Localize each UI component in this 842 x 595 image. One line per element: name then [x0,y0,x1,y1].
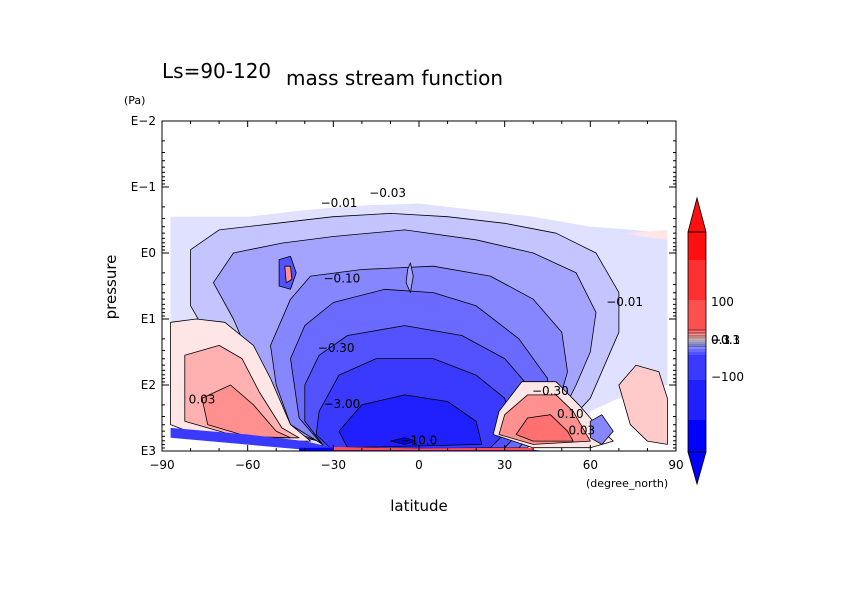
contour-label: −3.00 [324,397,361,411]
colorbar-tick-label: −100 [711,370,744,384]
colorbar-swatch-negative [688,355,706,380]
y-tick-label: E3 [141,444,156,458]
colorbar-tick-label: −0.3 [711,333,740,347]
contour-region-north-positive-1 [515,414,574,442]
contour-label: −10.0 [401,433,438,447]
colorbar-swatch-negative [688,352,706,355]
contour-field [170,203,668,451]
contour-label: −0.30 [318,341,355,355]
colorbar-swatch-negative [688,340,706,342]
colorbar-swatch-positive [688,260,706,300]
colorbar-swatch-positive [688,330,706,333]
y-units: (Pa) [124,94,145,107]
contour-label: 0.03 [189,393,216,407]
colorbar-swatch-negative [688,420,706,452]
contour-region-surface-positive-strip [333,447,534,451]
x-axis-label: latitude [390,497,448,515]
contour-region-polar-positive-north [618,364,668,445]
colorbar-bottom-arrow [687,451,707,486]
chart-subtitle: Ls=90-120 [162,59,271,83]
colorbar-tick-label: 0.3 [711,333,730,347]
colorbar-swatch-positive [688,336,706,338]
colorbar-swatch-positive [688,338,706,339]
x-axis: −90 −60 −30 0 30 60 90 [149,121,684,472]
colorbar-swatch-negative [688,342,706,344]
contour-label-layer: −0.01 −0.03 −0.10 −0.30 −3.00 −10.0 −0.30 0.10 0… [189,186,643,448]
y-tick-label: E−1 [131,180,156,194]
colorbar-swatch-positive [688,232,706,260]
colorbar-swatch-positive [688,333,706,336]
x-units: (degree_north) [586,477,668,490]
y-axis-label: pressure [102,255,120,320]
x-tick-label: −30 [321,458,346,472]
contour-label: 0.03 [568,424,595,438]
colorbar-top-arrow [687,196,707,233]
contour-region-north-negative-small [589,414,614,445]
contour-label: 0.10 [557,407,584,421]
colorbar-tick-label: 0.1 [711,333,730,347]
colorbar-tick-label: 100 [711,295,734,309]
colorbar-swatch-positive [688,300,706,330]
contour-region-south-positive-0.3 [201,384,291,439]
contour-region-cell-core [390,437,417,445]
colorbar-swatch-positive [688,339,706,340]
y-tick-label: E1 [141,312,156,326]
chart-title: mass stream function [286,66,503,90]
y-tick-label: E0 [141,246,156,260]
contour-region-south-eddy-positive [284,265,293,284]
colorbar-swatch-negative [688,380,706,420]
contour-label: −0.10 [324,272,361,286]
colorbar-swatch-negative [688,349,706,352]
contour-region-polar-positive-north-top [627,229,668,240]
x-tick-label: 60 [583,458,598,472]
colorbar-tick-label: −0.1 [711,333,740,347]
contour-region-central-eddy [405,262,414,293]
y-tick-label: E2 [141,378,156,392]
contour-label: −0.30 [532,384,569,398]
y-axis: E−2 E−1 E0 E1 E2 E3 [131,114,676,458]
colorbar-swatch-negative [688,344,706,346]
x-tick-label: 0 [415,458,423,472]
contour-region-cell-level-10 [338,394,483,449]
x-tick-label: 90 [668,458,683,472]
contour-label: −0.03 [369,186,406,200]
x-tick-label: 30 [497,458,512,472]
colorbar-swatch-negative [688,346,706,349]
contour-region-south-polar-negative-strip [170,427,334,450]
y-tick-label: E−2 [131,114,156,128]
x-tick-label: −90 [149,458,174,472]
x-tick-label: −60 [235,458,260,472]
contour-label: −0.01 [321,196,358,210]
contour-label: −0.01 [606,295,643,309]
colorbar: 100 0.30.1−0.1−0.3 −100 [687,196,744,486]
